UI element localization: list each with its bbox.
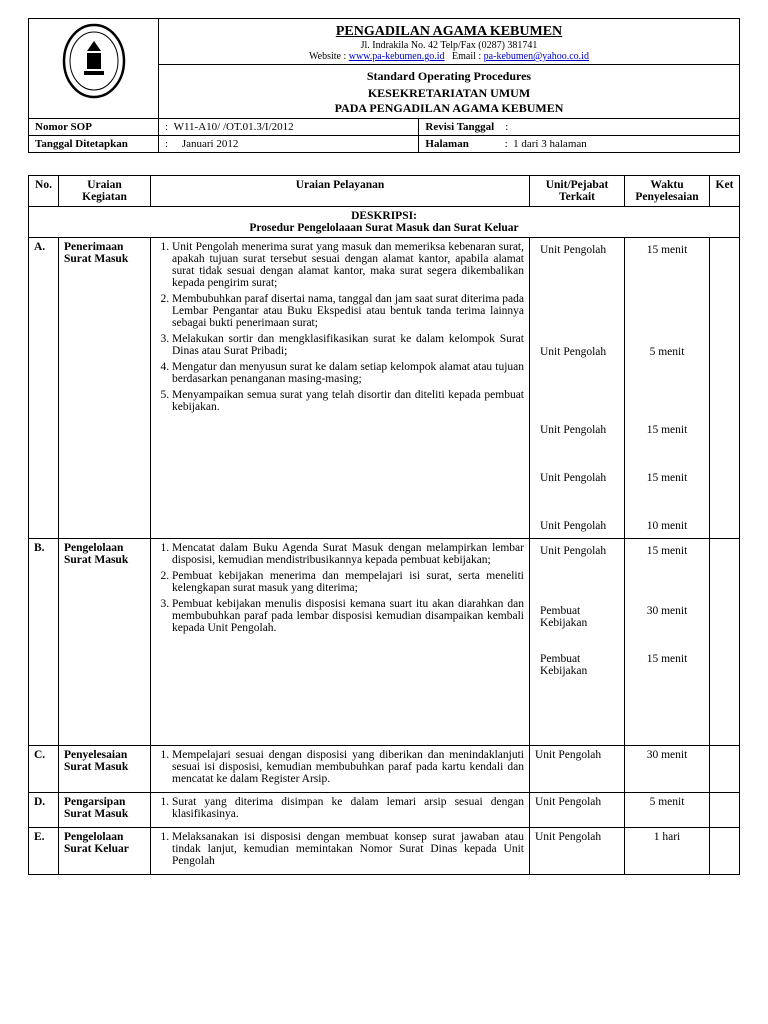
col-kegiatan: Uraian Kegiatan [59,176,151,207]
halaman-label: Halaman [425,138,468,150]
col-no: No. [29,176,59,207]
table-row: C. Penyelesaian Surat Masuk Mempelajari … [29,746,740,793]
email-label: Email : [452,51,481,62]
court-seal-icon [59,21,129,101]
table-row: D. Pengarsipan Surat Masuk Surat yang di… [29,793,740,828]
revisi-value: : [505,121,508,133]
sop-heading-2: KESEKRETARIATAN UMUM [165,86,733,101]
sop-heading-1: Standard Operating Procedures [165,67,733,86]
website-label: Website : [309,51,346,62]
table-row: B. Pengelolaan Surat Masuk Mencatat dala… [29,539,740,746]
row-no: A. [29,238,59,539]
col-ket: Ket [710,176,740,207]
email-link[interactable]: pa-kebumen@yahoo.co.id [484,51,589,62]
row-pelayanan: Unit Pengolah menerima surat yang masuk … [151,238,530,539]
tanggal-value: Januari 2012 [182,138,239,150]
revisi-label: Revisi Tanggal [425,121,494,133]
sop-heading-3: PADA PENGADILAN AGAMA KEBUMEN [165,101,733,116]
website-link[interactable]: www.pa-kebumen.go.id [349,51,445,62]
tanggal-label: Tanggal Ditetapkan [35,138,128,150]
col-pelayanan: Uraian Pelayanan [151,176,530,207]
document-header-table: PENGADILAN AGAMA KEBUMEN Jl. Indrakila N… [28,18,740,153]
org-address: Jl. Indrakila No. 42 Telp/Fax (0287) 381… [165,40,733,51]
halaman-value: 1 dari 3 halaman [513,138,587,150]
description-header: DESKRIPSI: Prosedur Pengelolaaan Surat M… [29,207,740,238]
table-row: E. Pengelolaan Surat Keluar Melaksanakan… [29,828,740,875]
org-title: PENGADILAN AGAMA KEBUMEN [165,21,733,40]
nomor-sop-label: Nomor SOP [35,121,92,133]
logo-cell [29,19,159,119]
row-kegiatan: Penerimaan Surat Masuk [59,238,151,539]
col-waktu: Waktu Penyelesaian [625,176,710,207]
table-row: A. Penerimaan Surat Masuk Unit Pengolah … [29,238,740,539]
nomor-sop-value: W11-A10/ /OT.01.3/I/2012 [174,121,294,133]
row-ket [710,238,740,539]
col-unit: Unit/Pejabat Terkait [530,176,625,207]
sop-table: No. Uraian Kegiatan Uraian Pelayanan Uni… [28,175,740,875]
